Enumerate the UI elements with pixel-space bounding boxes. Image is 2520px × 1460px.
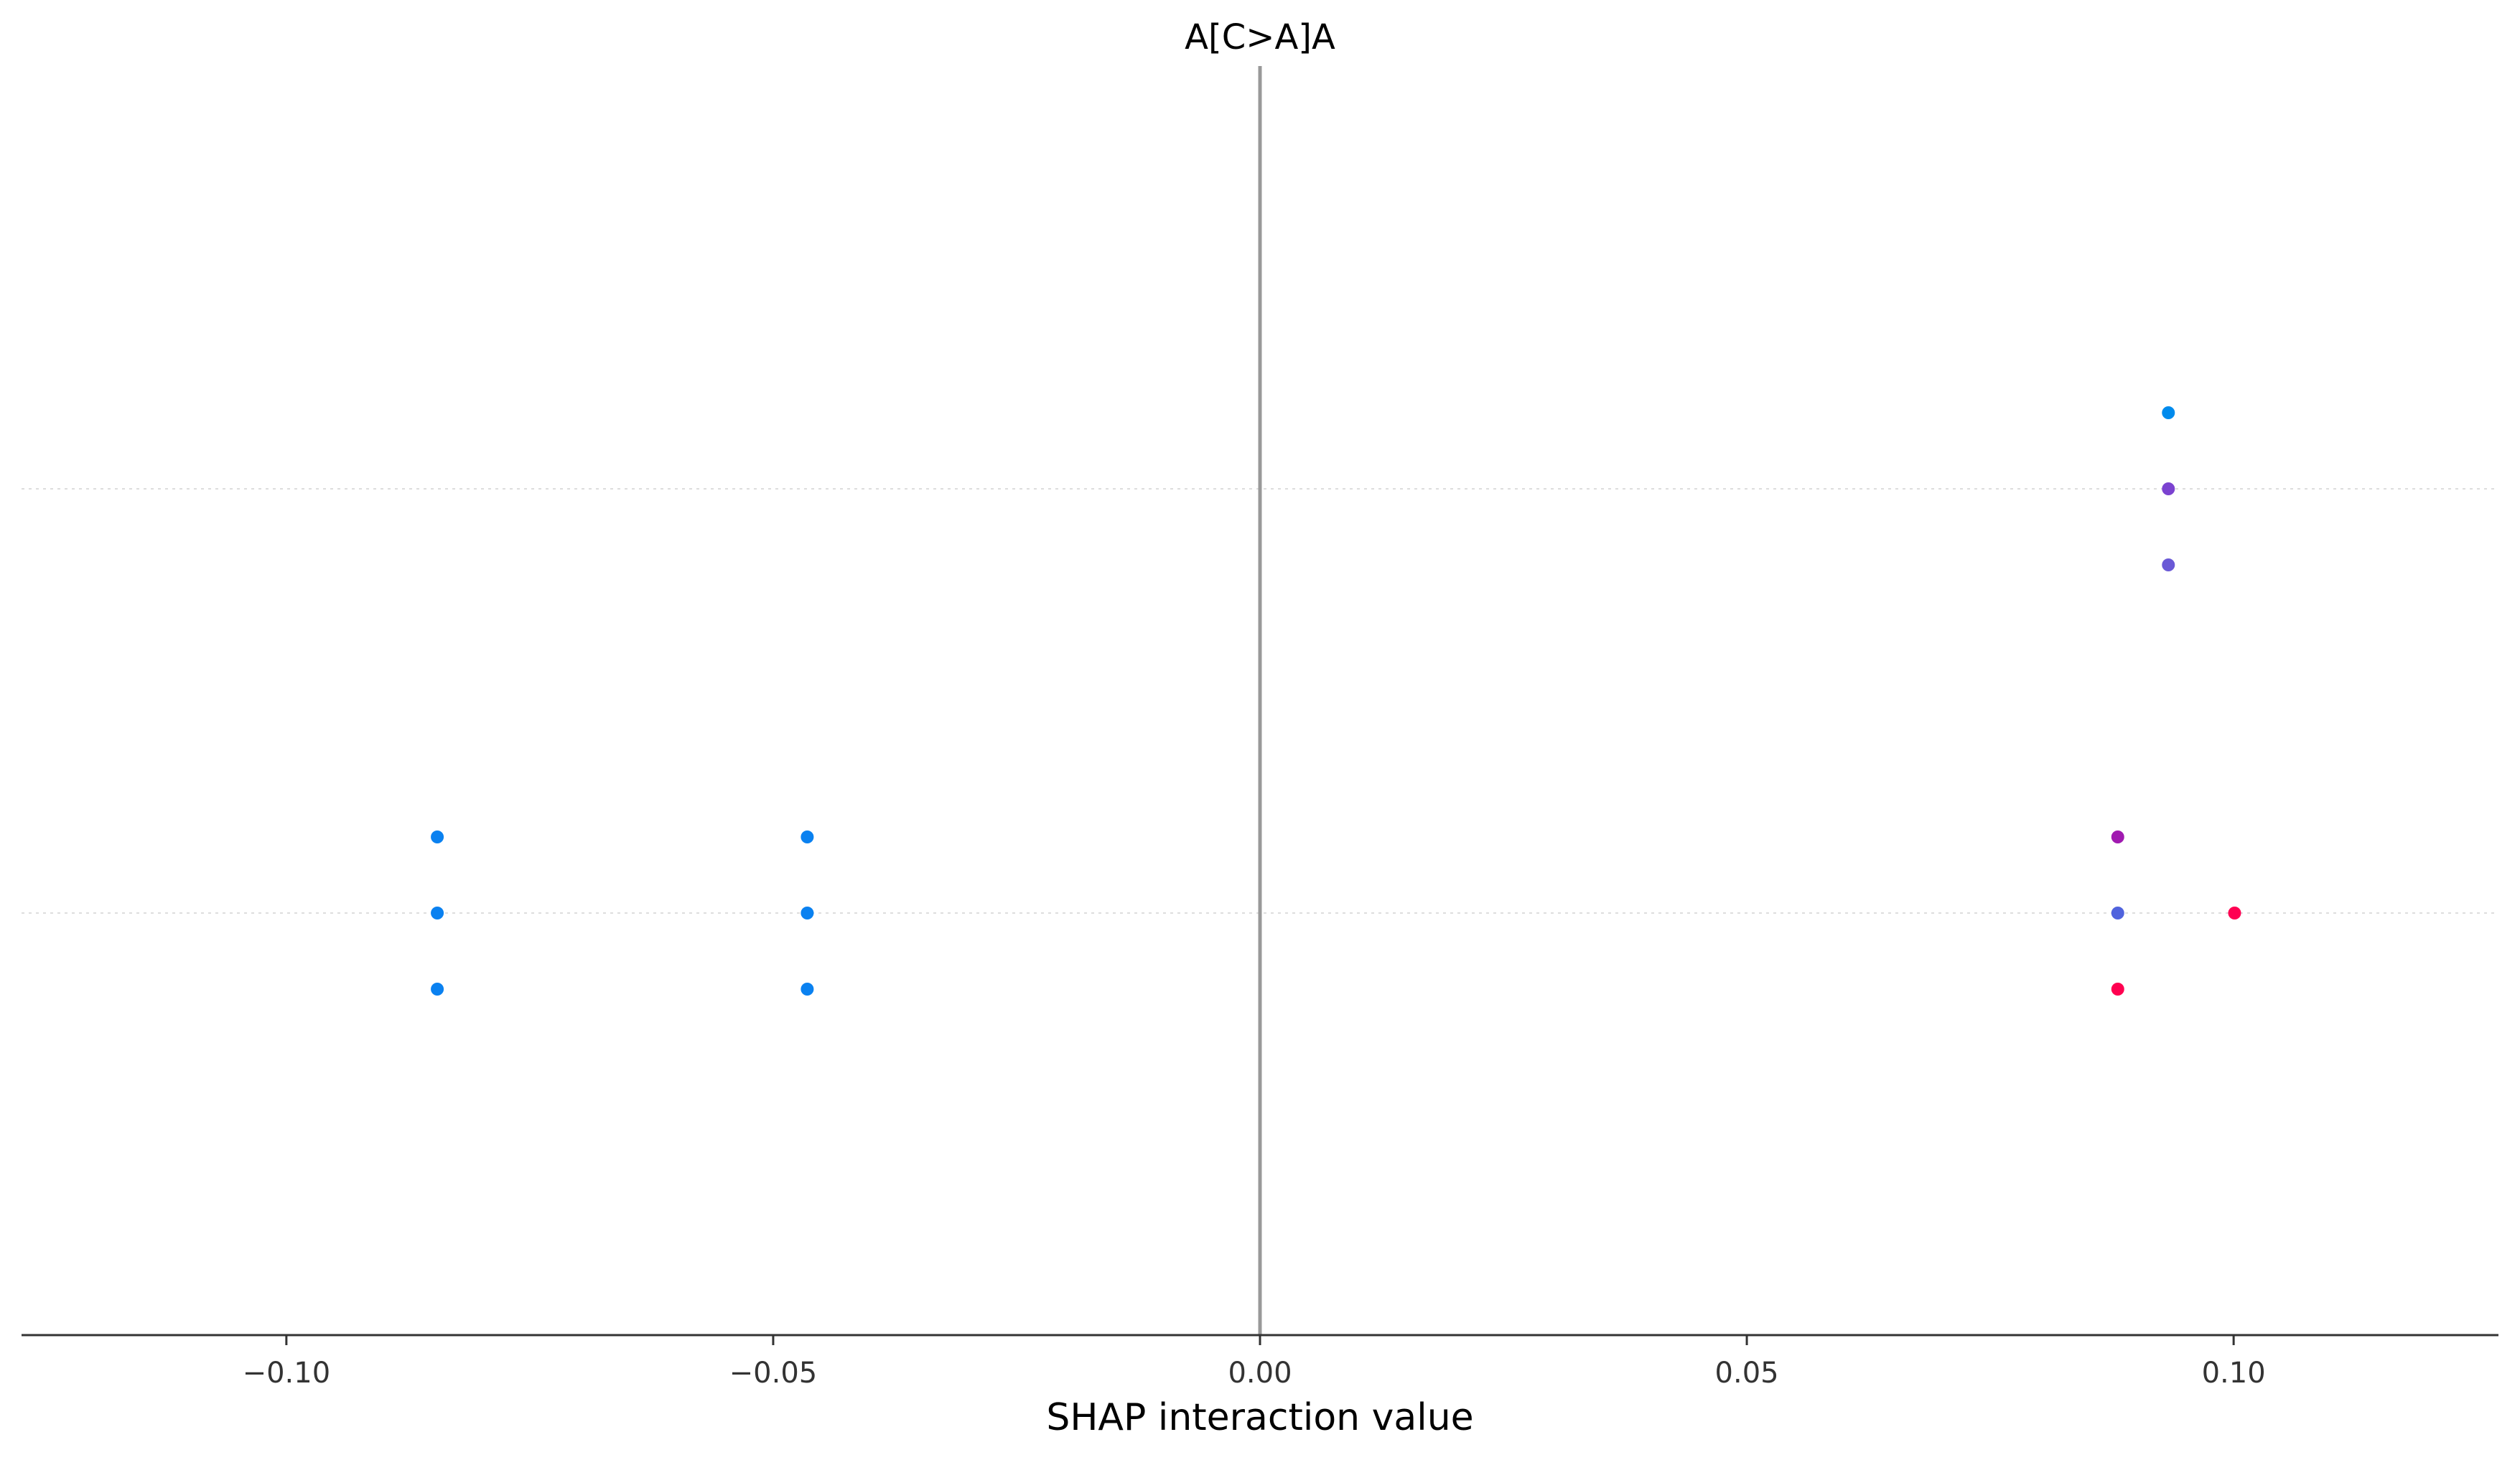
data-points — [431, 406, 2241, 996]
data-point — [2162, 482, 2175, 495]
data-point — [431, 983, 444, 996]
x-axis-label: SHAP interaction value — [1046, 1396, 1473, 1439]
x-tick-label: 0.00 — [1228, 1357, 1292, 1390]
data-point — [801, 907, 814, 919]
data-point — [2162, 406, 2175, 419]
x-tick-label: −0.05 — [729, 1357, 818, 1390]
data-point — [801, 983, 814, 996]
x-tick-label: 0.05 — [1715, 1357, 1779, 1390]
data-point — [2111, 983, 2124, 996]
data-point — [431, 830, 444, 843]
data-point — [2228, 907, 2241, 919]
chart-title: A[C>A]A — [1185, 17, 1335, 57]
data-point — [801, 830, 814, 843]
x-tick-label: −0.10 — [243, 1357, 331, 1390]
data-point — [431, 907, 444, 919]
x-axis-ticks: −0.10 −0.05 0.00 0.05 0.10 — [243, 1335, 2266, 1390]
x-tick-label: 0.10 — [2202, 1357, 2266, 1390]
data-point — [2111, 830, 2124, 843]
data-point — [2162, 558, 2175, 571]
data-point — [2111, 907, 2124, 919]
